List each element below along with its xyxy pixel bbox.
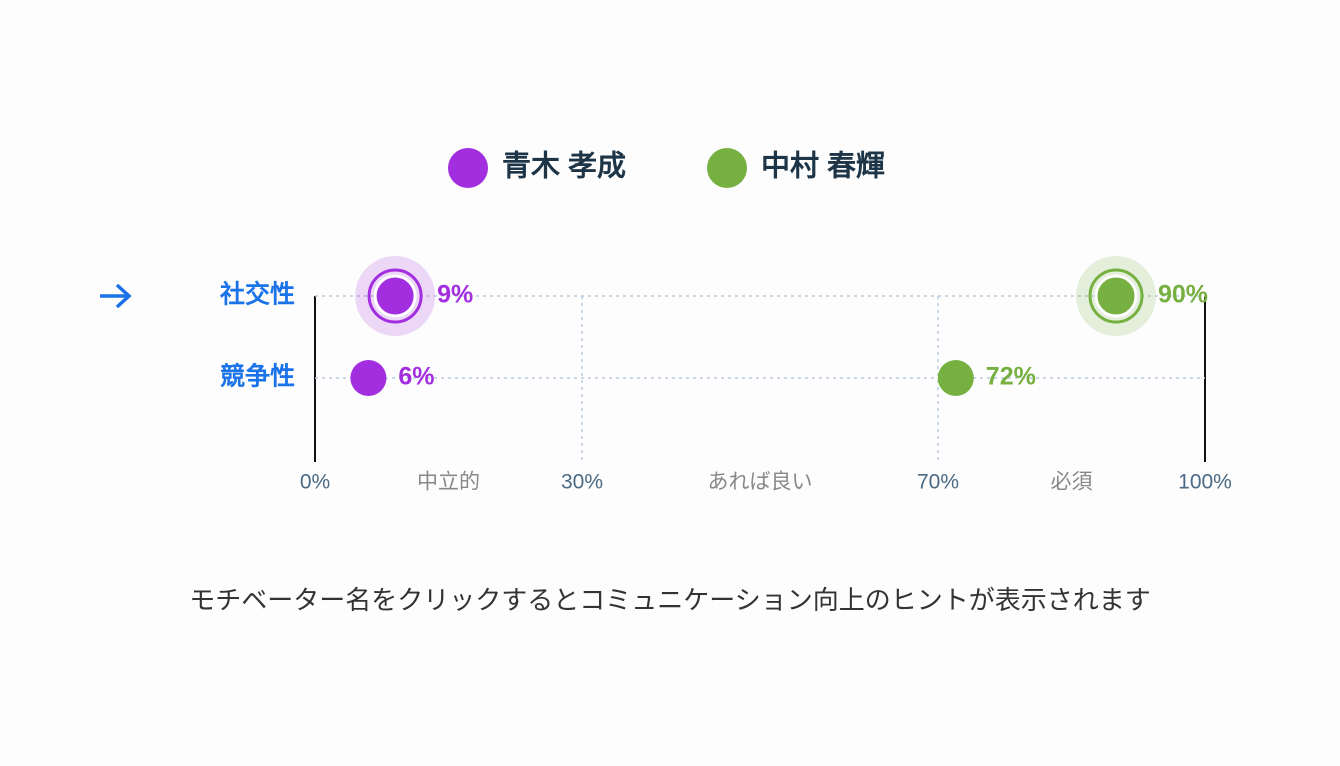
x-tick-label: 70%	[917, 471, 959, 494]
selected-arrow	[100, 283, 132, 309]
dot[interactable]	[373, 274, 417, 318]
legend-label: 青木 孝成	[502, 150, 626, 183]
legend-swatch	[448, 148, 488, 188]
value-label: 72%	[986, 363, 1036, 391]
value-label: 6%	[398, 363, 434, 391]
category-label[interactable]: 社交性	[220, 280, 295, 309]
zone-label: 中立的	[417, 471, 480, 494]
value-label: 90%	[1158, 281, 1208, 309]
dot[interactable]	[350, 360, 387, 396]
legend-label: 中村 春輝	[761, 150, 885, 183]
zone-label: あれば良い	[708, 471, 813, 494]
dot[interactable]	[937, 360, 974, 396]
highlight-ring	[367, 268, 423, 324]
x-tick-label: 0%	[300, 471, 330, 494]
category-label[interactable]: 競争性	[220, 362, 295, 391]
zone-label: 必須	[1051, 471, 1093, 494]
x-tick-label: 30%	[561, 471, 603, 494]
note: モチベーター名をクリックするとコミュニケーション向上のヒントが表示されます	[189, 585, 1150, 615]
value-label: 9%	[437, 281, 473, 309]
x-tick-label: 100%	[1178, 471, 1232, 494]
dot[interactable]	[1094, 274, 1138, 318]
highlight-ring	[1088, 268, 1144, 324]
legend-swatch	[707, 148, 747, 188]
